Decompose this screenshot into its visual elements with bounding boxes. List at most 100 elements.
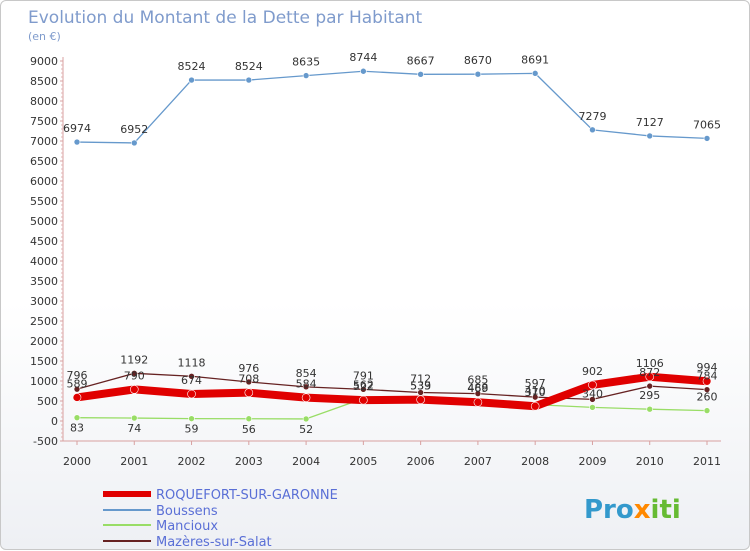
- data-label: 790: [124, 369, 145, 382]
- y-tick-label: 8500: [30, 75, 58, 88]
- data-point: [130, 370, 138, 377]
- data-point: [244, 388, 254, 397]
- data-point: [129, 385, 139, 394]
- data-point: [589, 404, 596, 411]
- x-tick-label: 2008: [521, 455, 549, 468]
- data-point: [187, 389, 196, 399]
- y-tick-label: 500: [37, 395, 58, 408]
- legend-label: ROQUEFORT-SUR-GARONNE: [156, 488, 338, 503]
- x-tick-label: 2010: [636, 455, 664, 468]
- proxiti-logo: Proxiti: [584, 495, 681, 525]
- data-label: 59: [185, 423, 199, 436]
- data-point: [245, 378, 253, 386]
- x-tick-label: 2001: [120, 455, 148, 468]
- data-point: [474, 70, 482, 78]
- data-point: [473, 397, 483, 407]
- data-point: [645, 372, 655, 382]
- data-label: 562: [353, 379, 374, 392]
- data-label: 685: [467, 374, 488, 387]
- data-point: [188, 372, 195, 380]
- data-label: 994: [697, 361, 718, 374]
- data-point: [302, 72, 310, 79]
- data-label: 854: [296, 367, 317, 380]
- y-tick-label: -500: [33, 435, 58, 448]
- data-label: 1192: [120, 353, 148, 366]
- data-label: 522: [353, 380, 374, 393]
- data-point: [589, 396, 596, 403]
- series-line-0: [73, 372, 711, 411]
- data-labels: 6974 6952 8524 8524 8635 8744 8667 8670 8691 7279…: [63, 51, 721, 436]
- data-point: [589, 126, 596, 134]
- data-label: 796: [67, 369, 88, 382]
- data-label: 6952: [120, 123, 148, 136]
- series-layer: [72, 67, 712, 423]
- data-point: [130, 139, 138, 147]
- data-point: [646, 382, 654, 390]
- data-label: 976: [238, 362, 259, 375]
- y-tick-label: 7000: [30, 135, 58, 148]
- data-point: [360, 386, 367, 393]
- x-tick-label: 2009: [578, 455, 606, 468]
- data-label: 8524: [178, 60, 206, 73]
- data-label: 533: [410, 380, 431, 393]
- data-label: 8667: [407, 54, 435, 67]
- x-tick-label: 2005: [349, 455, 377, 468]
- data-point: [703, 407, 711, 414]
- y-tick-label: 3000: [30, 295, 58, 308]
- data-point: [73, 385, 81, 393]
- data-point: [417, 71, 424, 78]
- data-point: [646, 405, 654, 413]
- data-label: 674: [181, 374, 202, 387]
- y-tick-label: 7500: [30, 115, 58, 128]
- data-label: 7279: [578, 110, 606, 123]
- data-label: 52: [299, 423, 313, 436]
- data-point: [188, 415, 195, 422]
- data-label: 784: [697, 370, 718, 383]
- data-label: 712: [410, 373, 431, 386]
- data-label: 902: [582, 365, 603, 378]
- data-point: [301, 393, 311, 402]
- y-tick-label: 2500: [30, 315, 58, 328]
- axes: -500 0 500 1000 1500 2000 2500 3000 3500 4000 4500…: [30, 55, 721, 468]
- y-tick-label: 6500: [30, 155, 58, 168]
- data-label: 7127: [636, 116, 664, 129]
- legend-label: Mancioux: [156, 519, 218, 534]
- data-label: 260: [697, 391, 718, 404]
- data-label: 791: [353, 369, 374, 382]
- data-point: [245, 415, 253, 423]
- data-point: [359, 395, 368, 405]
- data-point: [703, 135, 711, 142]
- x-tick-label: 2004: [292, 455, 320, 468]
- data-label: 8635: [292, 56, 320, 69]
- data-label: 539: [410, 379, 431, 392]
- y-tick-label: 6000: [30, 175, 58, 188]
- data-label: 8744: [349, 51, 377, 64]
- data-label: 74: [127, 422, 141, 435]
- data-label: 597: [525, 377, 546, 390]
- data-label: 370: [525, 386, 546, 399]
- x-tick-label: 2002: [178, 455, 206, 468]
- data-point: [130, 414, 138, 422]
- y-tick-label: 9000: [30, 55, 58, 68]
- legend: ROQUEFORT-SUR-GARONNEBoussensManciouxMaz…: [103, 488, 338, 550]
- data-label: 8670: [464, 54, 492, 67]
- data-label: 589: [67, 377, 88, 390]
- y-tick-label: 1000: [30, 375, 58, 388]
- chart-title: Evolution du Montant de la Dette par Hab…: [28, 8, 423, 28]
- y-tick-label: 5000: [30, 215, 58, 228]
- data-point: [530, 401, 540, 411]
- y-tick-label: 8000: [30, 95, 58, 108]
- y-tick-label: 4500: [30, 235, 58, 248]
- data-point: [73, 414, 81, 421]
- data-point: [302, 415, 310, 423]
- legend-label: Boussens: [156, 504, 218, 519]
- data-label: 56: [242, 423, 256, 436]
- y-tick-label: 3500: [30, 275, 58, 288]
- data-label: 83: [70, 422, 84, 435]
- y-tick-label: 0: [51, 415, 58, 428]
- data-point: [360, 67, 367, 75]
- y-tick-label: 2000: [30, 335, 58, 348]
- data-label: 295: [639, 389, 660, 402]
